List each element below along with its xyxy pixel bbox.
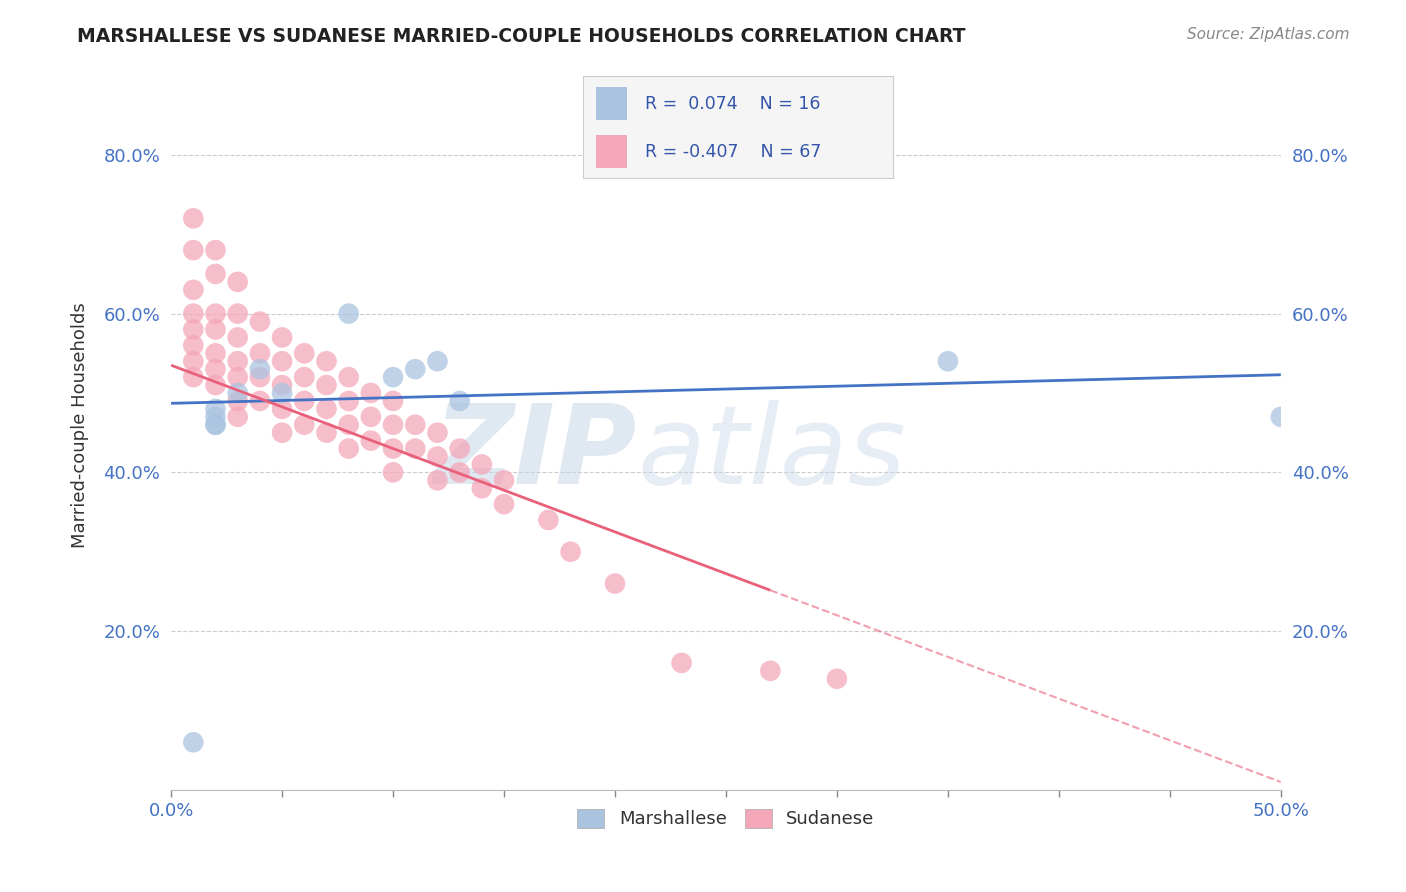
Point (249, 393, 271, 408)
Point (204, 378, 226, 392)
Point (315, 354, 337, 368)
Point (382, 417, 405, 432)
Point (226, 275, 249, 289)
Point (249, 314, 271, 328)
Point (204, 307, 226, 321)
Point (1270, 409, 1292, 424)
Point (226, 330, 249, 344)
Point (382, 442, 405, 456)
Point (315, 401, 337, 416)
Point (181, 338, 204, 352)
Point (360, 409, 382, 424)
Point (471, 481, 494, 495)
Point (337, 393, 360, 408)
Point (426, 450, 449, 464)
Point (181, 211, 204, 226)
FancyBboxPatch shape (596, 136, 627, 168)
Point (648, 132, 671, 146)
Point (226, 386, 249, 401)
Point (181, 370, 204, 384)
Point (226, 393, 249, 408)
Point (337, 307, 360, 321)
Point (204, 417, 226, 432)
Point (449, 466, 471, 480)
Point (337, 370, 360, 384)
Point (603, 576, 626, 591)
Point (936, 354, 959, 368)
Y-axis label: Married-couple Households: Married-couple Households (72, 301, 89, 548)
Point (426, 473, 449, 487)
Point (492, 497, 515, 511)
Point (271, 386, 294, 401)
Point (337, 442, 360, 456)
Point (471, 458, 494, 472)
Point (292, 346, 315, 360)
Point (249, 346, 271, 360)
Text: MARSHALLESE VS SUDANESE MARRIED-COUPLE HOUSEHOLDS CORRELATION CHART: MARSHALLESE VS SUDANESE MARRIED-COUPLE H… (77, 27, 966, 45)
Point (449, 393, 471, 408)
Point (759, 664, 782, 678)
Point (204, 243, 226, 257)
Point (204, 409, 226, 424)
Text: R =  0.074    N = 16: R = 0.074 N = 16 (645, 95, 821, 112)
Point (404, 417, 426, 432)
Point (271, 401, 294, 416)
Point (560, 545, 582, 559)
Point (181, 243, 204, 257)
Point (204, 362, 226, 376)
Point (404, 442, 426, 456)
Legend: Marshallese, Sudanese: Marshallese, Sudanese (571, 802, 882, 836)
Point (271, 330, 294, 344)
Point (181, 283, 204, 297)
Point (337, 417, 360, 432)
Point (360, 386, 382, 401)
Point (382, 466, 405, 480)
Point (249, 370, 271, 384)
Point (292, 370, 315, 384)
Point (204, 267, 226, 281)
Point (271, 354, 294, 368)
Point (404, 362, 426, 376)
Point (426, 354, 449, 368)
Point (360, 434, 382, 448)
Point (204, 346, 226, 360)
Point (249, 362, 271, 376)
Text: Source: ZipAtlas.com: Source: ZipAtlas.com (1187, 27, 1350, 42)
Point (382, 393, 405, 408)
Point (292, 393, 315, 408)
Point (181, 735, 204, 749)
Point (671, 656, 693, 670)
Point (181, 354, 204, 368)
Point (181, 322, 204, 336)
FancyBboxPatch shape (596, 87, 627, 120)
Point (204, 322, 226, 336)
Point (315, 425, 337, 440)
Point (181, 307, 204, 321)
Point (292, 417, 315, 432)
Point (537, 513, 560, 527)
Point (271, 378, 294, 392)
Text: R = -0.407    N = 67: R = -0.407 N = 67 (645, 143, 821, 161)
Point (449, 442, 471, 456)
Point (271, 425, 294, 440)
Point (382, 370, 405, 384)
Point (825, 672, 848, 686)
Point (315, 378, 337, 392)
Point (426, 425, 449, 440)
Point (226, 370, 249, 384)
Point (226, 354, 249, 368)
Point (226, 409, 249, 424)
Text: atlas: atlas (637, 401, 905, 508)
Point (204, 401, 226, 416)
Point (492, 473, 515, 487)
Text: ZIP: ZIP (433, 401, 637, 508)
Point (204, 417, 226, 432)
Point (226, 307, 249, 321)
